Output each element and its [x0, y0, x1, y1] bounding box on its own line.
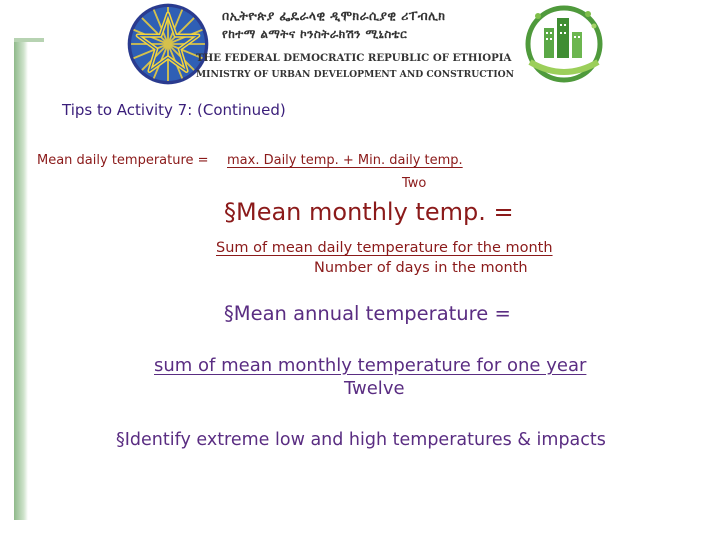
slide-title: Tips to Activity 7: (Continued) [62, 101, 286, 119]
monthly-temp-denominator: Number of days in the month [314, 260, 528, 276]
annual-bullet: § [224, 302, 234, 325]
header-amharic-line2: የከተማ ልማትና ኮንስትራክሽን ሚኒስቴር [222, 27, 408, 41]
annual-temp-numerator: sum of mean monthly temperature for one … [154, 355, 587, 376]
side-accent-bar [14, 40, 28, 520]
daily-temp-label: Mean daily temperature = [37, 153, 209, 168]
monthly-bullet: § [224, 198, 236, 226]
header-english-line1: THE FEDERAL DEMOCRATIC REPUBLIC OF ETHIO… [196, 52, 512, 64]
ministry-building-logo-icon [525, 5, 603, 83]
daily-temp-denominator: Two [402, 176, 427, 191]
extreme-bullet: § [116, 430, 125, 450]
annual-temp-denominator: Twelve [344, 378, 405, 399]
ethiopia-emblem-icon [127, 3, 209, 85]
annual-temp-label: Mean annual temperature = [233, 302, 511, 325]
side-accent-rule [14, 38, 44, 42]
monthly-temp-numerator: Sum of mean daily temperature for the mo… [216, 240, 553, 256]
header-english-line2: MINISTRY OF URBAN DEVELOPMENT AND CONSTR… [196, 69, 515, 80]
daily-temp-numerator: max. Daily temp. + Min. daily temp. [227, 153, 463, 168]
monthly-temp-label: Mean monthly temp. = [236, 198, 514, 226]
header-amharic-line1: በኢትዮጵያ ፌዴራላዊ ዲሞክራሲያዊ ሪፐብሊክ [222, 8, 446, 23]
extreme-temp-text: Identify extreme low and high temperatur… [124, 430, 606, 450]
